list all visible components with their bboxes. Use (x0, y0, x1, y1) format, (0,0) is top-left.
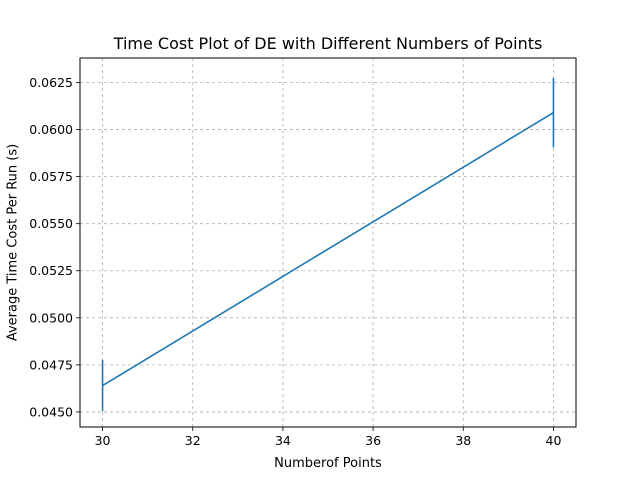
x-tick-label: 36 (365, 433, 381, 448)
x-tick-label: 30 (95, 433, 111, 448)
y-tick-label: 0.0600 (29, 122, 73, 137)
y-tick-label: 0.0500 (29, 310, 73, 325)
y-tick-label: 0.0525 (29, 263, 73, 278)
y-tick-label: 0.0550 (29, 216, 73, 231)
x-tick-label: 40 (546, 433, 562, 448)
x-tick-label: 32 (185, 433, 201, 448)
series-line (102, 111, 554, 387)
grid (80, 58, 576, 427)
y-tick-label: 0.0475 (29, 357, 73, 372)
y-tick-label: 0.0450 (29, 404, 73, 419)
y-axis-title: Average Time Cost Per Run (s) (6, 144, 21, 341)
chart-title: Time Cost Plot of DE with Different Numb… (113, 34, 543, 53)
series-layer (101, 77, 555, 412)
plot-frame (79, 57, 577, 428)
y-tick-label: 0.0625 (29, 75, 73, 90)
y-tick-label: 0.0575 (29, 169, 73, 184)
x-axis-title: Numberof Points (274, 456, 382, 471)
x-tick-label: 34 (275, 433, 291, 448)
x-tick-label: 38 (455, 433, 471, 448)
ticks: 30 32 34 36 38 40 0.0450 0.0475 0.0500 0.0525 0.05… (29, 75, 561, 448)
